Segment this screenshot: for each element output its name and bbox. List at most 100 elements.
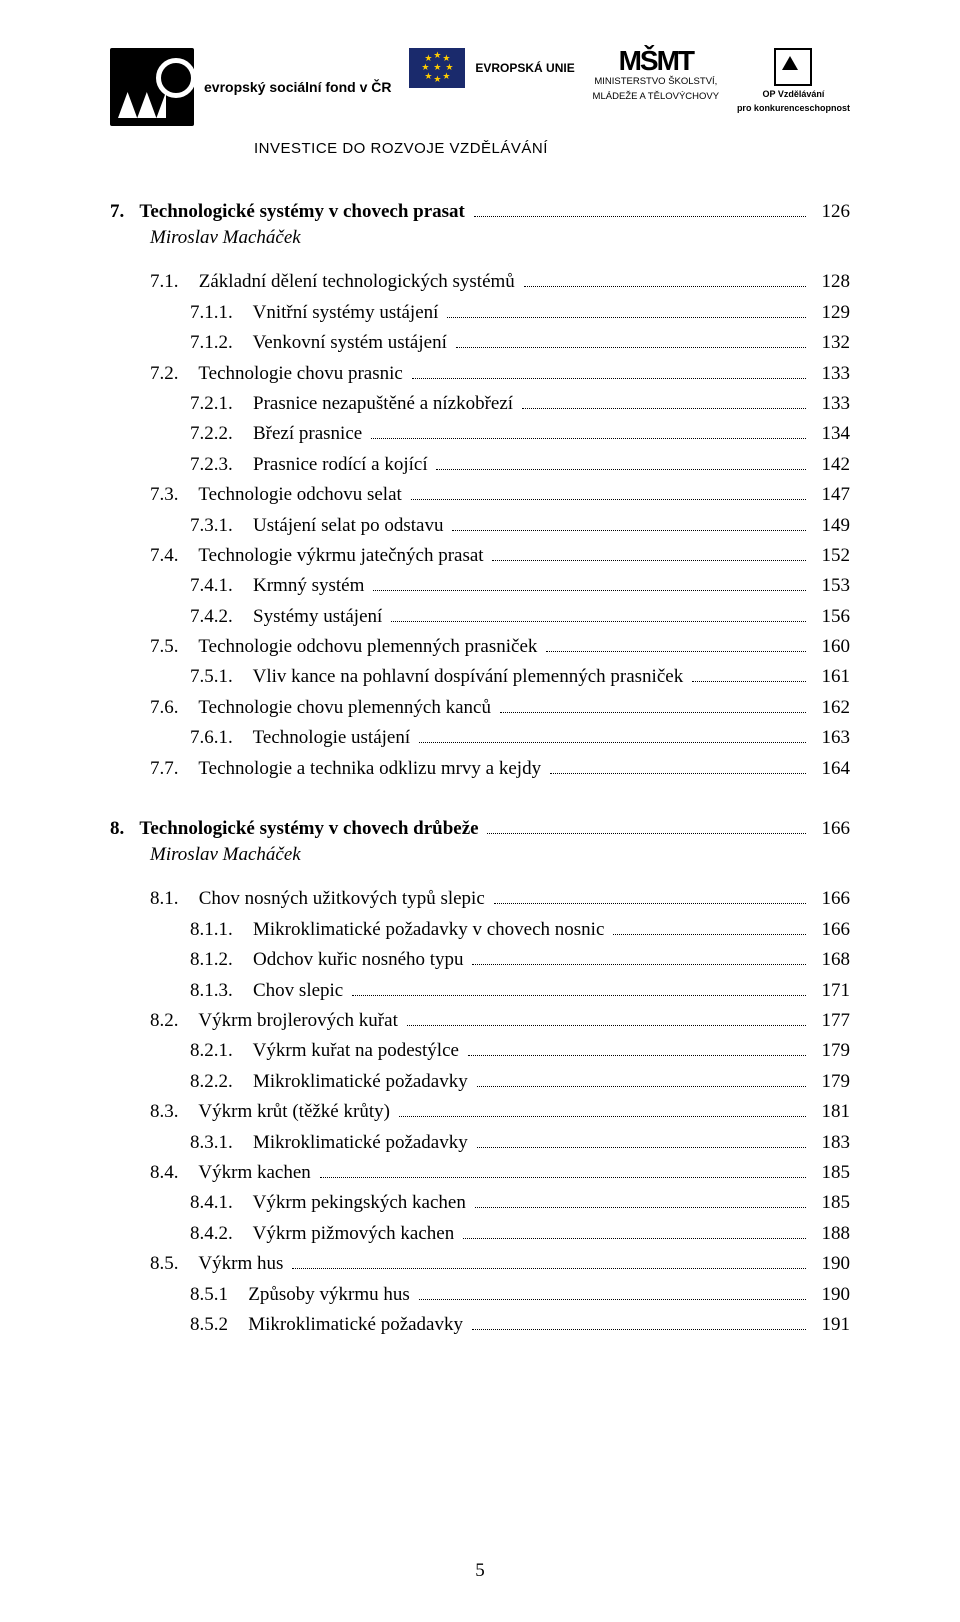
toc-entry-title: Březí prasnice — [239, 419, 367, 449]
toc-entry-number: 7.1.2. — [190, 328, 233, 358]
toc-entry: 8.1.1. Mikroklimatické požadavky v chove… — [110, 915, 850, 945]
toc-entry-title: Výkrm brojlerových kuřat — [185, 1006, 403, 1036]
toc-entry-page: 160 — [810, 632, 850, 662]
toc-entry-number: 8.1.3. — [190, 976, 233, 1006]
toc-entry-page: 133 — [810, 359, 850, 389]
toc-entry-page: 171 — [810, 976, 850, 1006]
op-line1: OP Vzdělávání — [737, 90, 850, 100]
toc-entry-title: Technologie a technika odklizu mrvy a ke… — [185, 754, 546, 784]
toc-entry-page: 177 — [810, 1006, 850, 1036]
header-logos: evropský sociální fond v ČR EVROPSKÁ UNI… — [110, 48, 850, 126]
toc-leader-dots — [447, 317, 806, 318]
table-of-contents: 7. Technologické systémy v chovech prasa… — [110, 197, 850, 1340]
toc-entry-number: 7.2. — [150, 359, 179, 389]
toc-entry: 8.2.1. Výkrm kuřat na podestýlce 179 — [110, 1036, 850, 1066]
toc-entry-number: 7.2.3. — [190, 450, 233, 480]
toc-entry: 8.2.2. Mikroklimatické požadavky 179 — [110, 1067, 850, 1097]
toc-chapter-page: 126 — [810, 197, 850, 227]
toc-entry-title: Mikroklimatické požadavky v chovech nosn… — [239, 915, 609, 945]
toc-entry-page: 191 — [810, 1310, 850, 1340]
toc-leader-dots — [436, 469, 806, 470]
toc-entry: 7.4.1. Krmný systém 153 — [110, 571, 850, 601]
toc-entry-title: Základní dělení technologických systémů — [185, 267, 520, 297]
toc-leader-dots — [487, 833, 806, 834]
toc-entry-title: Výkrm kuřat na podestýlce — [239, 1036, 464, 1066]
toc-entry-page: 183 — [810, 1128, 850, 1158]
toc-entry-page: 132 — [810, 328, 850, 358]
toc-leader-dots — [411, 499, 806, 500]
toc-leader-dots — [352, 995, 806, 996]
toc-leader-dots — [477, 1147, 807, 1148]
toc-chapter-number: 8. — [110, 814, 124, 844]
toc-entry: 8.5. Výkrm hus 190 — [110, 1249, 850, 1279]
toc-chapter-number: 7. — [110, 197, 124, 227]
esf-block: evropský sociální fond v ČR — [110, 48, 392, 126]
toc-entry-title: Vnitřní systémy ustájení — [239, 298, 443, 328]
toc-entry-title: Venkovní systém ustájení — [239, 328, 452, 358]
toc-entry-number: 8.2. — [150, 1006, 179, 1036]
toc-leader-dots — [371, 438, 806, 439]
toc-entry-page: 164 — [810, 754, 850, 784]
toc-leader-dots — [472, 1329, 806, 1330]
esf-logo-icon — [110, 48, 194, 126]
toc-entry-page: 153 — [810, 571, 850, 601]
toc-entry: 7.3. Technologie odchovu selat 147 — [110, 480, 850, 510]
toc-entry-page: 152 — [810, 541, 850, 571]
toc-entry: 7.2.3. Prasnice rodící a kojící 142 — [110, 450, 850, 480]
toc-leader-dots — [373, 590, 806, 591]
toc-leader-dots — [399, 1116, 806, 1117]
eu-label: EVROPSKÁ UNIE — [475, 61, 574, 75]
toc-entry-page: 128 — [810, 267, 850, 297]
toc-entry: 7.2.2. Březí prasnice 134 — [110, 419, 850, 449]
toc-leader-dots — [546, 651, 806, 652]
toc-leader-dots — [692, 681, 806, 682]
toc-entry-title: Technologie odchovu plemenných prasniček — [185, 632, 543, 662]
toc-entry-page: 190 — [810, 1280, 850, 1310]
toc-entry-page: 134 — [810, 419, 850, 449]
toc-leader-dots — [320, 1177, 806, 1178]
toc-entry-number: 8.1.1. — [190, 915, 233, 945]
toc-entry-page: 162 — [810, 693, 850, 723]
toc-entry: 7.6.1. Technologie ustájení 163 — [110, 723, 850, 753]
toc-entry-page: 181 — [810, 1097, 850, 1127]
toc-entry-number: 7.6. — [150, 693, 179, 723]
toc-entry-number: 7.5. — [150, 632, 179, 662]
toc-entry-title: Systémy ustájení — [239, 602, 387, 632]
toc-entry-number: 7.6.1. — [190, 723, 233, 753]
toc-leader-dots — [522, 408, 806, 409]
toc-entry-title: Chov slepic — [239, 976, 348, 1006]
ministry-line2: MLÁDEŽE A TĚLOVÝCHOVY — [593, 92, 720, 102]
eu-flag-icon — [409, 48, 465, 88]
toc-entry: 7.4.2. Systémy ustájení 156 — [110, 602, 850, 632]
toc-entry-title: Chov nosných užitkových typů slepic — [185, 884, 490, 914]
toc-entry-title: Výkrm pižmových kachen — [239, 1219, 459, 1249]
toc-chapter-title: Technologické systémy v chovech prasat — [130, 197, 469, 227]
toc-leader-dots — [494, 903, 806, 904]
toc-entry-number: 8.1.2. — [190, 945, 233, 975]
toc-leader-dots — [472, 964, 806, 965]
toc-entry: 8.3. Výkrm krůt (těžké krůty) 181 — [110, 1097, 850, 1127]
toc-entry-number: 8.4. — [150, 1158, 179, 1188]
ministry-block: MŠMT MINISTERSTVO ŠKOLSTVÍ, MLÁDEŽE A TĚ… — [593, 48, 720, 102]
ministry-line1: MINISTERSTVO ŠKOLSTVÍ, — [593, 77, 720, 87]
toc-chapter-heading: 8. Technologické systémy v chovech drůbe… — [110, 814, 850, 844]
toc-entry-number: 8.3.1. — [190, 1128, 233, 1158]
toc-leader-dots — [463, 1238, 806, 1239]
toc-entry-title: Technologie chovu plemenných kanců — [185, 693, 496, 723]
toc-entry-page: 166 — [810, 884, 850, 914]
toc-leader-dots — [407, 1025, 806, 1026]
toc-entry-number: 7.4. — [150, 541, 179, 571]
toc-entry-page: 142 — [810, 450, 850, 480]
toc-entry-number: 8.3. — [150, 1097, 179, 1127]
toc-leader-dots — [452, 530, 806, 531]
toc-leader-dots — [613, 934, 806, 935]
toc-entry: 8.5.1 Způsoby výkrmu hus 190 — [110, 1280, 850, 1310]
toc-leader-dots — [468, 1055, 806, 1056]
toc-entry: 7.1. Základní dělení technologických sys… — [110, 267, 850, 297]
toc-entry-title: Technologie ustájení — [239, 723, 415, 753]
toc-chapter-author: Miroslav Macháček — [110, 227, 850, 249]
section-gap — [110, 784, 850, 814]
toc-entry-number: 8.5. — [150, 1249, 179, 1279]
toc-entry-title: Technologie výkrmu jatečných prasat — [185, 541, 489, 571]
toc-entry-page: 147 — [810, 480, 850, 510]
